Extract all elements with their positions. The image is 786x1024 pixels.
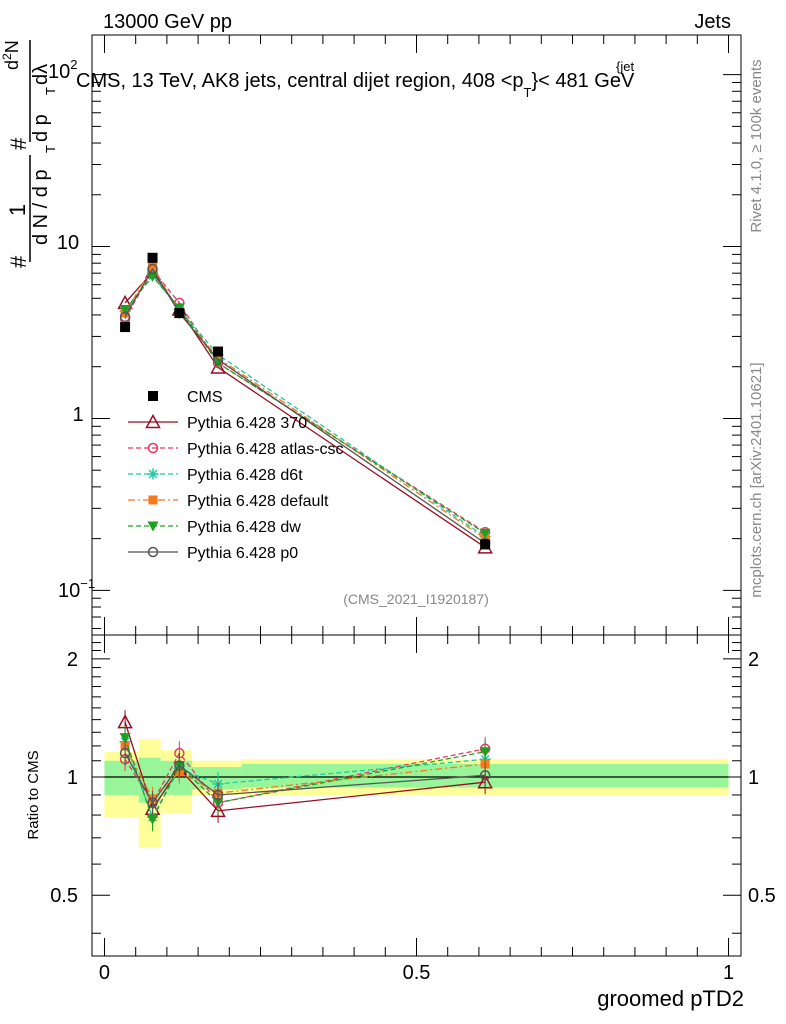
cms-data-series (120, 252, 491, 550)
ytick-label-100: 102 (48, 57, 77, 83)
ytick-label-10: 10 (57, 232, 79, 254)
ratio-series-point (119, 747, 131, 759)
ratio-ytick-label: 2 (67, 649, 78, 671)
legend-item-0: CMS (148, 389, 223, 406)
mc-series-point (119, 311, 131, 323)
legend: CMS Pythia 6.428 370 Pythia 6.428 atlas-cs… (128, 389, 344, 562)
legend-item-3: Pythia 6.428 d6t (128, 467, 303, 484)
analysis-id: (CMS_2021_I1920187) (343, 591, 489, 607)
ratio-ytick-label-right: 1 (748, 767, 759, 789)
xtick-label: 0 (99, 962, 110, 984)
ratio-series-point (147, 814, 159, 825)
legend-label: Pythia 6.428 p0 (187, 545, 298, 562)
legend-label: Pythia 6.428 default (187, 493, 329, 510)
legend-marker (145, 413, 161, 429)
ratio-y-axis-label: Ratio to CMS (25, 750, 42, 839)
ratio-series-line (124, 745, 486, 800)
ratio-ytick-label-right: 2 (748, 649, 759, 671)
xtick-label: 1 (723, 962, 734, 984)
cms-data-point (120, 322, 131, 333)
ytick-label-0.1: 10−1 (58, 576, 95, 602)
legend-marker (147, 468, 159, 480)
main-y-axis-label: # 1 d N / d p T # d2N d p T dλ (0, 40, 58, 268)
legend-label: Pythia 6.428 d6t (187, 467, 303, 484)
ylabel-dlam: dλ (30, 64, 52, 85)
ylabel-one: 1 (5, 204, 30, 216)
legend-marker (147, 521, 159, 532)
ratio-ytick-label: 0.5 (50, 885, 78, 907)
mc-series-point (147, 263, 158, 275)
legend-item-6: Pythia 6.428 p0 (128, 545, 298, 562)
legend-label: Pythia 6.428 atlas-csc (187, 441, 344, 458)
cms-data-point (174, 308, 185, 319)
ratio-ytick-label: 1 (67, 767, 78, 789)
x-axis-label: groomed pTD2 (597, 986, 744, 1011)
cms-data-point (213, 346, 224, 357)
ratio-series-point (212, 789, 224, 801)
ylabel-d2N: d2N (0, 40, 22, 70)
ylabel-dp: d p (30, 114, 52, 142)
cms-data-point (147, 252, 158, 263)
ylabel-hash1: # (6, 255, 31, 268)
legend-marker (147, 546, 159, 558)
ratio-series-point (479, 747, 491, 758)
ratio-series-point (147, 797, 158, 808)
legend-item-5: Pythia 6.428 dw (128, 519, 301, 536)
ratio-ytick-label-right: 0.5 (748, 885, 776, 907)
main-plot-area (117, 252, 493, 554)
ytick-label-1: 1 (72, 404, 83, 426)
legend-item-2: Pythia 6.428 atlas-csc (128, 441, 344, 458)
cms-data-point (480, 539, 491, 550)
ratio-band-inner (138, 757, 161, 803)
ratio-series-point (119, 733, 131, 744)
legend-label: Pythia 6.428 370 (187, 415, 307, 432)
legend-label: Pythia 6.428 dw (187, 519, 301, 536)
plot-title: CMS, 13 TeV, AK8 jets, central dijet reg… (76, 70, 635, 100)
legend-item-1: Pythia 6.428 370 (128, 413, 307, 432)
mc-series-point (479, 528, 491, 539)
ratio-series-5 (119, 741, 491, 815)
ratio-series-line (124, 741, 486, 819)
ratio-series-point (174, 760, 185, 771)
mc-series-point (213, 353, 223, 363)
ylabel-hash2: # (6, 137, 31, 150)
ylabel-dN: d N / d p (30, 169, 52, 245)
plot-title-superscript: {jet (616, 59, 634, 74)
legend-marker (148, 495, 158, 505)
ratio-series-point (479, 770, 491, 781)
legend-marker (148, 391, 158, 401)
mc-series-point (148, 262, 158, 272)
ratio-series-point (210, 802, 226, 818)
rivet-note: Rivet 4.1.0, ≥ 100k events (748, 59, 765, 232)
header-left: 13000 GeV pp (103, 11, 232, 33)
ylabel-T2: T (43, 87, 58, 95)
legend-marker (147, 442, 159, 454)
ratio-axis-ticks: 0.5 0.5 1 1 2 2 0 0.5 1 (50, 635, 776, 984)
xtick-label: 0.5 (403, 962, 431, 984)
ratio-plot-area (104, 710, 729, 848)
mcplots-note: mcplots.cern.ch [arXiv:2401.10621] (748, 362, 765, 597)
ratio-series-point (477, 774, 493, 789)
mc-series-point (119, 305, 131, 316)
ylabel-T1: T (43, 145, 58, 153)
legend-item-4: Pythia 6.428 default (128, 493, 329, 510)
legend-label: CMS (187, 389, 223, 406)
main-axis-ticks (92, 35, 741, 635)
header-right: Jets (694, 11, 731, 33)
